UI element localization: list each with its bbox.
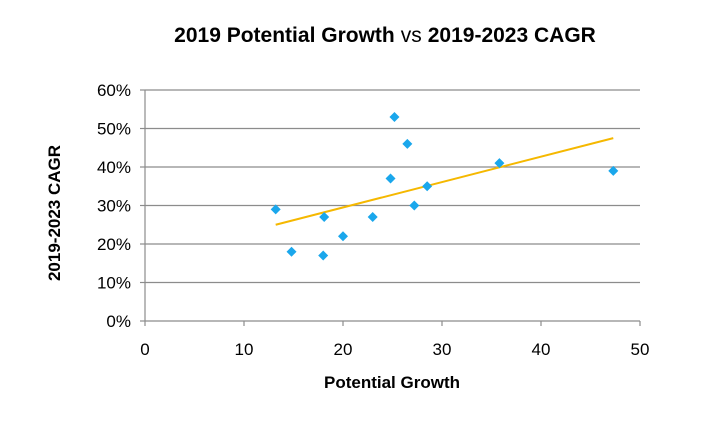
y-tick-labels: 0% 10% 20% 30% 40% 50% 60% (97, 81, 131, 331)
y-tick-label: 60% (97, 81, 131, 100)
y-axis-label: 2019-2023 CAGR (45, 145, 64, 281)
data-point (385, 173, 396, 184)
y-tick-label: 30% (97, 197, 131, 216)
data-point (608, 165, 619, 176)
y-tick-label: 50% (97, 120, 131, 139)
title-vs: vs (401, 24, 422, 47)
x-tick-label: 30 (433, 340, 452, 359)
y-tick-label: 20% (97, 235, 131, 254)
title-part2: 2019-2023 CAGR (428, 24, 596, 47)
x-tick-labels: 0 10 20 30 40 50 (140, 340, 649, 359)
y-tick-label: 0% (106, 312, 131, 331)
chart-title: 2019 Potential Growth vs 2019-2023 CAGR (174, 24, 596, 47)
x-tick-label: 50 (631, 340, 650, 359)
trendline-group (275, 137, 614, 226)
x-tick-label: 20 (334, 340, 353, 359)
data-point (367, 212, 378, 223)
title-part1: 2019 Potential Growth (174, 24, 395, 47)
data-point (318, 250, 329, 261)
data-point (319, 212, 330, 223)
data-point (286, 246, 297, 257)
data-point (389, 111, 400, 122)
trendline (275, 137, 614, 226)
data-point (338, 231, 348, 242)
y-tick-label: 40% (97, 158, 131, 177)
gridlines (140, 89, 641, 326)
data-point (422, 181, 433, 192)
x-tick-label: 0 (140, 340, 149, 359)
x-axis-label: Potential Growth (324, 373, 460, 392)
data-point (402, 138, 413, 149)
y-tick-label: 10% (97, 274, 131, 293)
data-point (270, 204, 281, 215)
data-point (409, 200, 420, 211)
data-points (270, 111, 619, 261)
x-tick-label: 40 (532, 340, 551, 359)
x-tick-label: 10 (235, 340, 254, 359)
data-point (494, 158, 505, 169)
